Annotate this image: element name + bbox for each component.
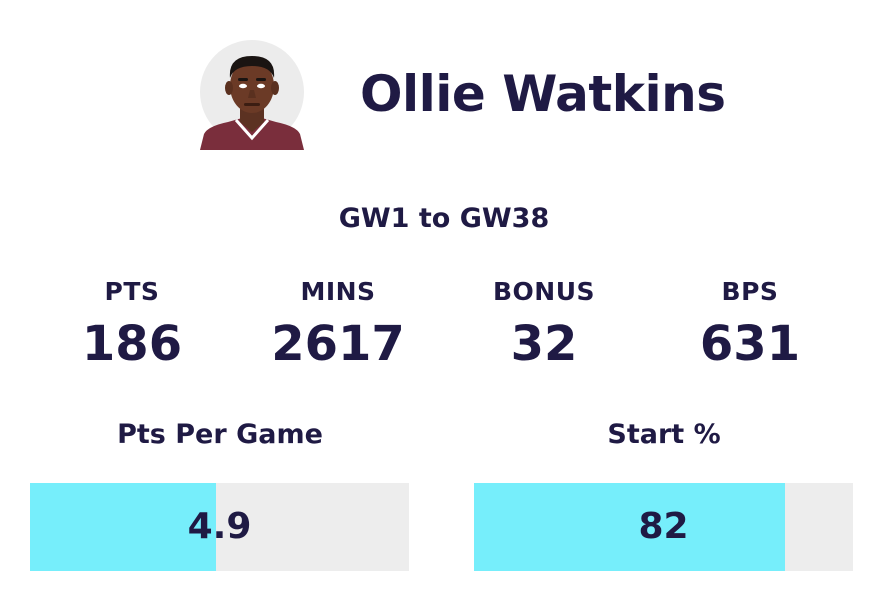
start-percent-bar-fill: [474, 483, 785, 571]
player-avatar-icon: [198, 38, 306, 150]
player-name: Ollie Watkins: [360, 65, 726, 123]
gameweek-range: GW1 to GW38: [338, 203, 550, 234]
stat-label: PTS: [104, 277, 160, 306]
stat-label: MINS: [300, 277, 376, 306]
pts-per-game-title: Pts Per Game: [117, 419, 323, 450]
stat-value: 32: [510, 316, 578, 372]
stat-value: 2617: [271, 316, 405, 372]
start-percent-bar: 82: [474, 483, 853, 571]
pts-per-game-bar-fill: [30, 483, 216, 571]
stat-value: 631: [699, 316, 801, 372]
stat-label: BONUS: [492, 277, 596, 306]
stat-pts: PTS 186: [32, 276, 232, 374]
pts-per-game-bar: 4.9: [30, 483, 409, 571]
stat-value: 186: [81, 316, 183, 372]
stat-bonus: BONUS 32: [444, 276, 644, 374]
pts-per-game-value: 4.9: [187, 506, 252, 547]
start-percent-title: Start %: [607, 419, 721, 450]
stat-bps: BPS 631: [650, 276, 850, 374]
stat-mins: MINS 2617: [238, 276, 438, 374]
stat-label: BPS: [721, 277, 779, 306]
player-header: Ollie Watkins: [0, 0, 888, 170]
start-percent-value: 82: [638, 506, 689, 547]
